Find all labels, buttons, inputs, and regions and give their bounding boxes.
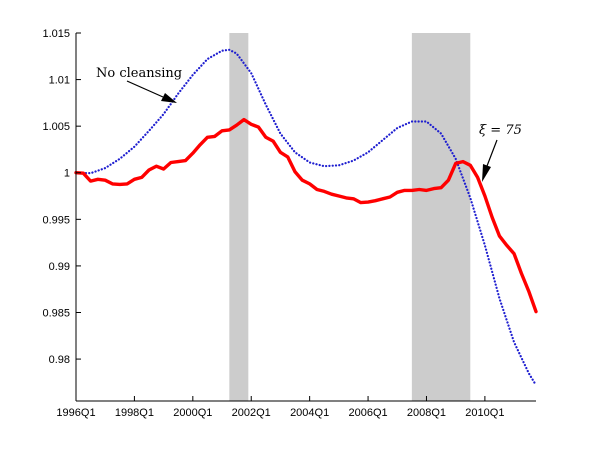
annotation-xi: ξ = 75 [479, 123, 522, 182]
x-tick-label: 1996Q1 [56, 407, 95, 419]
x-tick-layer: 1996Q1 1998Q1 2000Q1 2002Q1 2004Q1 2006Q1 2008… [56, 396, 504, 419]
x-tick-label: 2002Q1 [232, 407, 271, 419]
y-tick-label: 0.98 [49, 354, 70, 366]
y-tick-label: 0.995 [42, 214, 70, 226]
recession-band-2 [411, 33, 471, 401]
y-tick-label: 0.985 [42, 307, 70, 319]
y-tick-label: 1.005 [42, 121, 70, 133]
x-tick-label: 2010Q1 [465, 407, 504, 419]
recession-band-1 [229, 33, 249, 401]
arrowhead-icon [161, 93, 177, 103]
series-line-xi-75 [74, 117, 538, 314]
y-tick-layer: 0.98 0.985 0.99 0.995 1 1.005 1.01 1.015 [42, 28, 81, 366]
annotation-xi-label: ξ = 75 [479, 123, 522, 138]
annotation-no-cleansing-label: No cleansing [96, 66, 182, 81]
recession-shading-layer [229, 33, 471, 401]
series-layer [74, 48, 538, 387]
y-tick-label: 0.99 [49, 261, 70, 273]
x-tick-label: 2008Q1 [407, 407, 446, 419]
series-line-no-cleansing [74, 48, 538, 387]
y-tick-label: 1.015 [42, 28, 70, 40]
x-tick-label: 1998Q1 [115, 407, 154, 419]
y-tick-label: 1 [64, 168, 70, 180]
x-tick-label: 2006Q1 [348, 407, 387, 419]
annotation-no-cleansing-arrow [126, 80, 164, 98]
axes-layer [75, 33, 536, 402]
arrowhead-icon [482, 164, 491, 182]
annotation-no-cleansing: No cleansing [96, 66, 182, 103]
y-tick-label: 1.01 [49, 75, 70, 87]
annotation-xi-arrow [486, 139, 498, 167]
x-tick-label: 2004Q1 [290, 407, 329, 419]
x-tick-label: 2000Q1 [173, 407, 212, 419]
